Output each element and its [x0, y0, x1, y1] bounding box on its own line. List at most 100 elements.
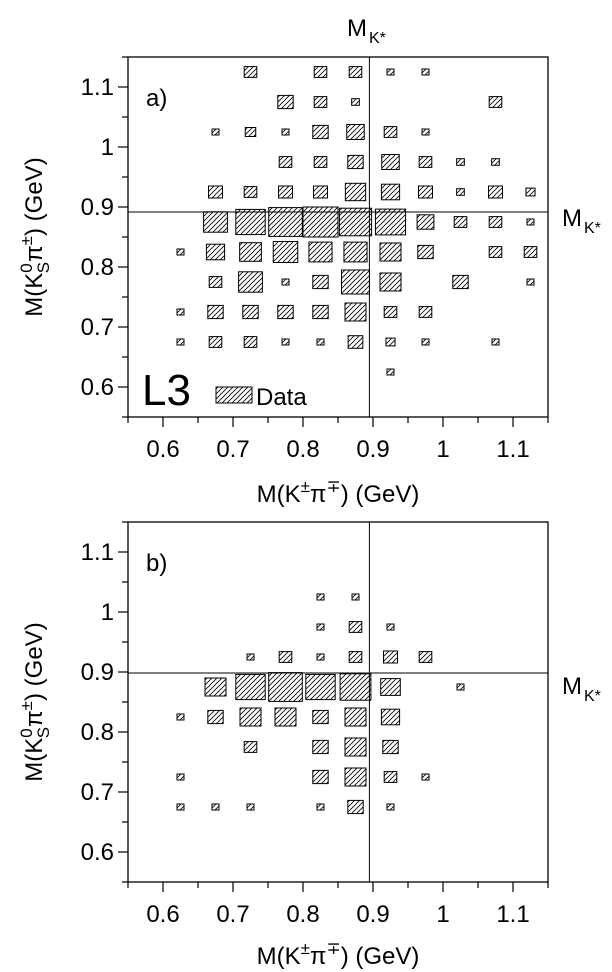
x-tick-label-5: 1.1: [496, 436, 529, 463]
box-25: [243, 741, 258, 753]
box-40: [453, 216, 468, 228]
y-tick-label-0: 0.6: [81, 839, 114, 866]
box-4: [421, 68, 430, 76]
y-axis-title-a: M(K0Sπ±) (GeV): [17, 157, 53, 316]
box-60: [526, 278, 535, 286]
y-tick-label-5: 1.1: [81, 74, 114, 101]
box-39: [416, 214, 435, 230]
box-11: [204, 677, 227, 697]
mk-right-label-b: M K*: [562, 673, 601, 705]
box-31: [344, 767, 367, 787]
box-3: [348, 621, 363, 633]
box-5: [246, 653, 255, 661]
box-22: [312, 709, 329, 725]
x-axis-title-b: M(K±π∓) (GeV): [257, 939, 420, 970]
box-1: [351, 593, 360, 601]
box-33: [203, 211, 228, 233]
box-6: [278, 651, 293, 663]
box-15: [421, 128, 430, 136]
box-75: [385, 337, 396, 347]
box-22: [491, 158, 500, 166]
y-tick-label-4: 1: [101, 134, 114, 161]
y-axis-title-b: M(K0Sπ±) (GeV): [17, 622, 53, 781]
box-67: [383, 306, 398, 318]
box-29: [176, 773, 185, 781]
x-tick-label-4: 1: [436, 436, 449, 463]
box-54: [238, 271, 263, 293]
x-tick-label-4: 1: [436, 901, 449, 928]
box-2: [316, 623, 325, 631]
box-53: [208, 276, 223, 288]
box-36: [246, 803, 255, 811]
box-44: [205, 243, 226, 261]
box-9: [211, 128, 220, 136]
box-24: [380, 708, 401, 726]
box-13: [268, 672, 303, 702]
box-74: [347, 335, 364, 349]
y-tick-label-1: 0.7: [81, 314, 114, 341]
box-72: [281, 338, 290, 346]
box-4: [386, 623, 395, 631]
box-28: [382, 739, 399, 755]
x-axis-title-a: M(K±π∓) (GeV): [257, 477, 420, 508]
box-45: [239, 242, 262, 262]
mk-right-label-a: M K*: [562, 205, 601, 237]
x-tick-label-1: 0.7: [216, 901, 249, 928]
box-52: [523, 246, 538, 258]
y-tick-label-3: 0.9: [81, 659, 114, 686]
box-49: [379, 242, 402, 262]
boxes-a: [176, 66, 538, 376]
box-19: [381, 154, 400, 170]
box-12: [312, 124, 329, 140]
box-26: [312, 739, 329, 755]
box-34: [176, 803, 185, 811]
box-47: [308, 241, 333, 263]
box-66: [344, 302, 367, 322]
box-24: [243, 186, 258, 198]
box-7: [316, 653, 325, 661]
ticks-a: 0.6 0.7 0.8 0.9 1 1.1 0.6 0.7 0.8 0.9 1 1.1: [81, 56, 549, 463]
panel-b: 0.6 0.7 0.8 0.9 1 1.1 0.6 0.7 0.8 0.9 1 1.1 b) M K*…: [17, 521, 601, 970]
box-73: [316, 338, 325, 346]
box-27: [344, 737, 367, 757]
x-tick-label-0: 0.6: [146, 436, 179, 463]
box-38: [347, 799, 364, 815]
box-14: [305, 673, 336, 701]
box-46: [272, 241, 299, 263]
box-14: [383, 126, 398, 138]
legend-swatch: [215, 386, 253, 404]
box-35: [211, 803, 220, 811]
box-43: [176, 248, 185, 256]
x-tick-label-3: 0.9: [356, 436, 389, 463]
x-tick-label-2: 0.8: [286, 901, 319, 928]
box-55: [281, 278, 290, 286]
y-tick-label-0: 0.6: [81, 374, 114, 401]
box-6: [313, 96, 328, 108]
y-tick-label-4: 1: [101, 599, 114, 626]
box-18: [176, 713, 185, 721]
mk-top-label: M K*: [347, 15, 386, 47]
box-59: [452, 274, 469, 290]
boxes-b: [176, 593, 465, 815]
x-tick-label-1: 0.7: [216, 436, 249, 463]
box-28: [380, 183, 401, 201]
x-tick-label-0: 0.6: [146, 901, 179, 928]
experiment-label: L3: [142, 366, 191, 415]
box-69: [176, 338, 185, 346]
box-51: [488, 246, 503, 258]
mk-right-subscript-a: K*: [584, 220, 601, 237]
box-16: [380, 678, 401, 696]
box-23: [208, 185, 223, 199]
y-tick-label-2: 0.8: [81, 254, 114, 281]
box-20: [418, 156, 433, 168]
box-13: [346, 124, 365, 140]
box-18: [347, 154, 364, 170]
box-70: [208, 336, 223, 348]
box-31: [488, 185, 503, 199]
y-tick-label-3: 0.9: [81, 194, 114, 221]
box-3: [386, 68, 395, 76]
box-37: [338, 207, 373, 237]
box-11: [281, 128, 290, 136]
box-33: [421, 773, 430, 781]
